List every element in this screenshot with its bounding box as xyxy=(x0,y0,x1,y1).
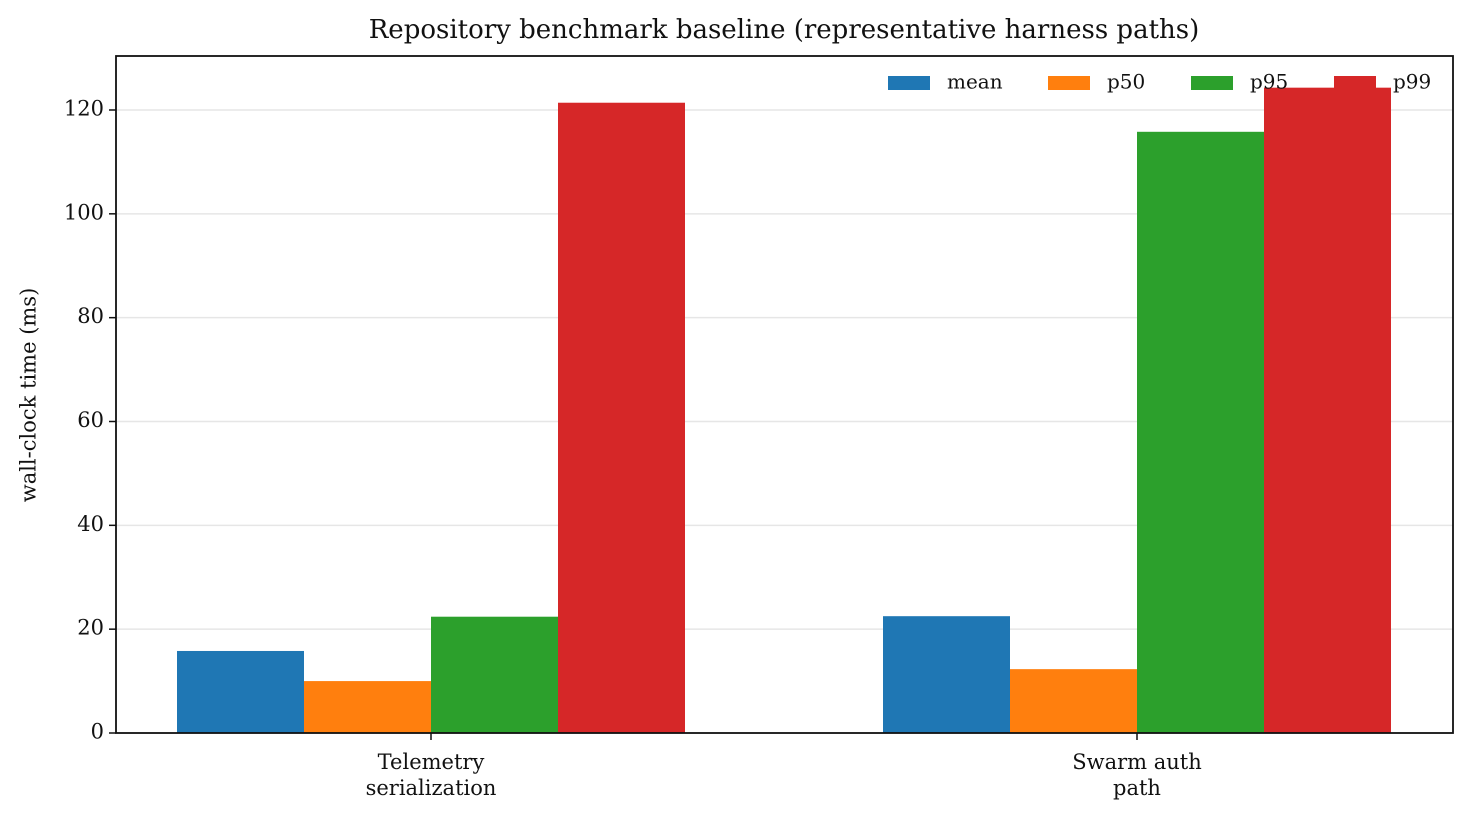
x-tick-label: Swarm auth path xyxy=(1072,750,1202,800)
y-tick-label: 100 xyxy=(64,200,104,224)
y-tick-label: 40 xyxy=(77,512,104,536)
bar xyxy=(1010,669,1137,733)
y-tick-label: 60 xyxy=(77,408,104,432)
legend-swatch xyxy=(1334,76,1376,90)
plot-frame xyxy=(115,55,1454,734)
bar xyxy=(883,616,1010,733)
bar xyxy=(1264,87,1391,733)
chart-title: Repository benchmark baseline (represent… xyxy=(369,15,1200,45)
legend-label: p50 xyxy=(1107,70,1145,94)
legend-label: p99 xyxy=(1393,70,1431,94)
y-tick-label: 120 xyxy=(64,96,104,120)
legend-swatch xyxy=(1191,76,1233,90)
y-tick-label: 0 xyxy=(91,720,104,744)
bar xyxy=(1137,131,1264,733)
bar xyxy=(304,681,431,733)
legend-label: mean xyxy=(947,70,1003,94)
bar xyxy=(177,650,304,733)
legend-swatch xyxy=(1048,76,1090,90)
x-tick-label: Telemetry serialization xyxy=(365,750,497,800)
y-tick-label: 20 xyxy=(77,616,104,640)
legend: mean p50 p95 p99 xyxy=(888,70,1431,94)
bar xyxy=(558,102,685,733)
y-tick-label: 80 xyxy=(77,304,104,328)
grid xyxy=(116,109,1453,734)
bar xyxy=(431,616,558,733)
legend-label: p95 xyxy=(1250,70,1288,94)
legend-swatch xyxy=(888,76,930,90)
y-axis-label: wall-clock time (ms) xyxy=(17,288,41,503)
